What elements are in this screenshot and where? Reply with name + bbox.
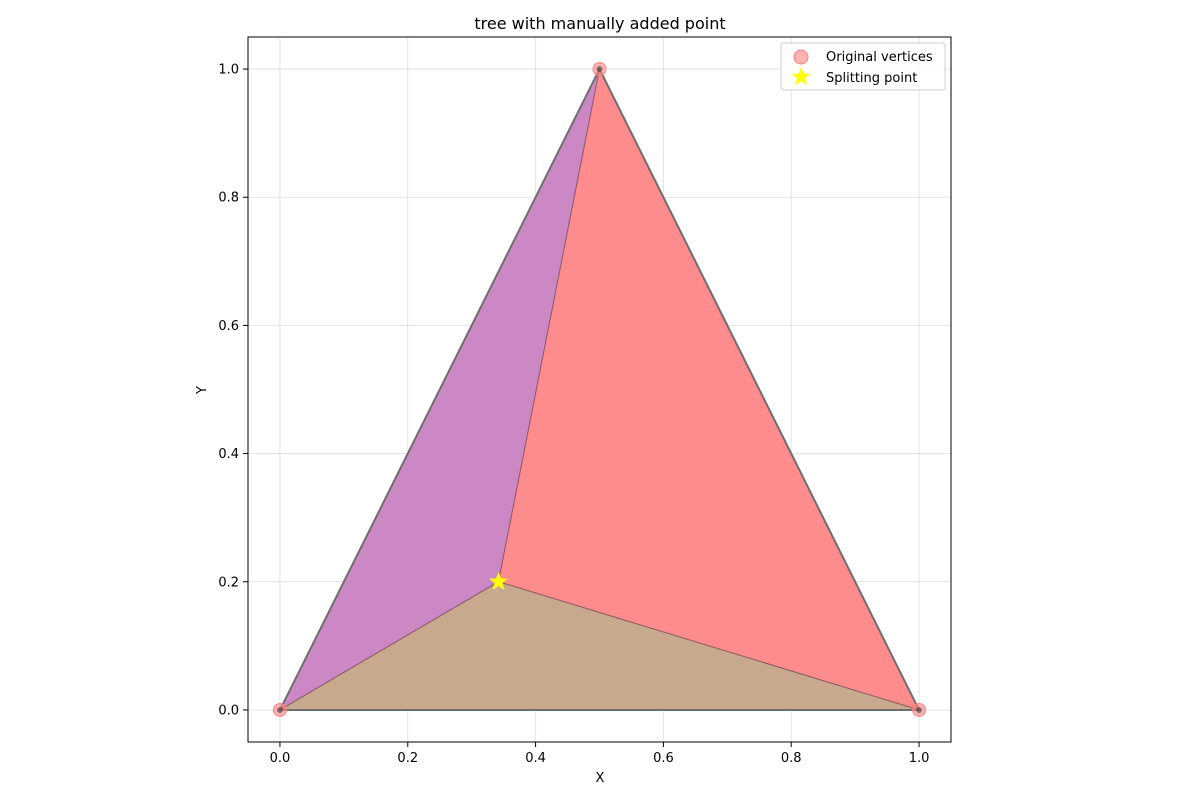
x-axis-label: X: [596, 771, 605, 786]
legend-marker-original-vertices: [793, 49, 809, 65]
triangle-regions: [279, 68, 920, 711]
vertex-dot: [916, 706, 923, 713]
axis-ticks: 0.0 0.2 0.4 0.6 0.8 1.0 0.0 0.2 0.4 0.6 0.8 1.0: [218, 63, 929, 766]
data-markers: [272, 62, 927, 717]
y-axis-label: Y: [195, 386, 210, 395]
y-tick-label: 0.8: [218, 191, 239, 206]
x-tick-label: 0.0: [270, 751, 291, 766]
outer-triangle-edge: [278, 68, 921, 711]
y-tick-label: 0.6: [218, 319, 239, 334]
x-tick-label: 0.6: [653, 751, 674, 766]
x-tick-label: 1.0: [909, 751, 930, 766]
legend: Original vertices Splitting point: [780, 42, 946, 91]
y-tick-label: 1.0: [218, 63, 239, 78]
chart-title: tree with manually added point: [474, 14, 725, 33]
vertex-dot: [276, 706, 283, 713]
x-tick-label: 0.8: [781, 751, 802, 766]
triangle-outline: [278, 68, 921, 711]
y-tick-label: 0.0: [218, 703, 239, 718]
vertex-dot: [596, 66, 603, 73]
legend-box: [780, 42, 946, 91]
y-tick-label: 0.2: [218, 575, 239, 590]
x-tick-label: 0.4: [525, 751, 546, 766]
legend-marker-splitting-point: [791, 67, 811, 86]
y-tick-label: 0.4: [218, 447, 239, 462]
splitting-point-star: [489, 571, 509, 590]
legend-label-original-vertices: Original vertices: [826, 50, 933, 65]
x-tick-label: 0.2: [397, 751, 418, 766]
legend-label-splitting-point: Splitting point: [826, 71, 917, 86]
plot-frame: [247, 36, 952, 743]
